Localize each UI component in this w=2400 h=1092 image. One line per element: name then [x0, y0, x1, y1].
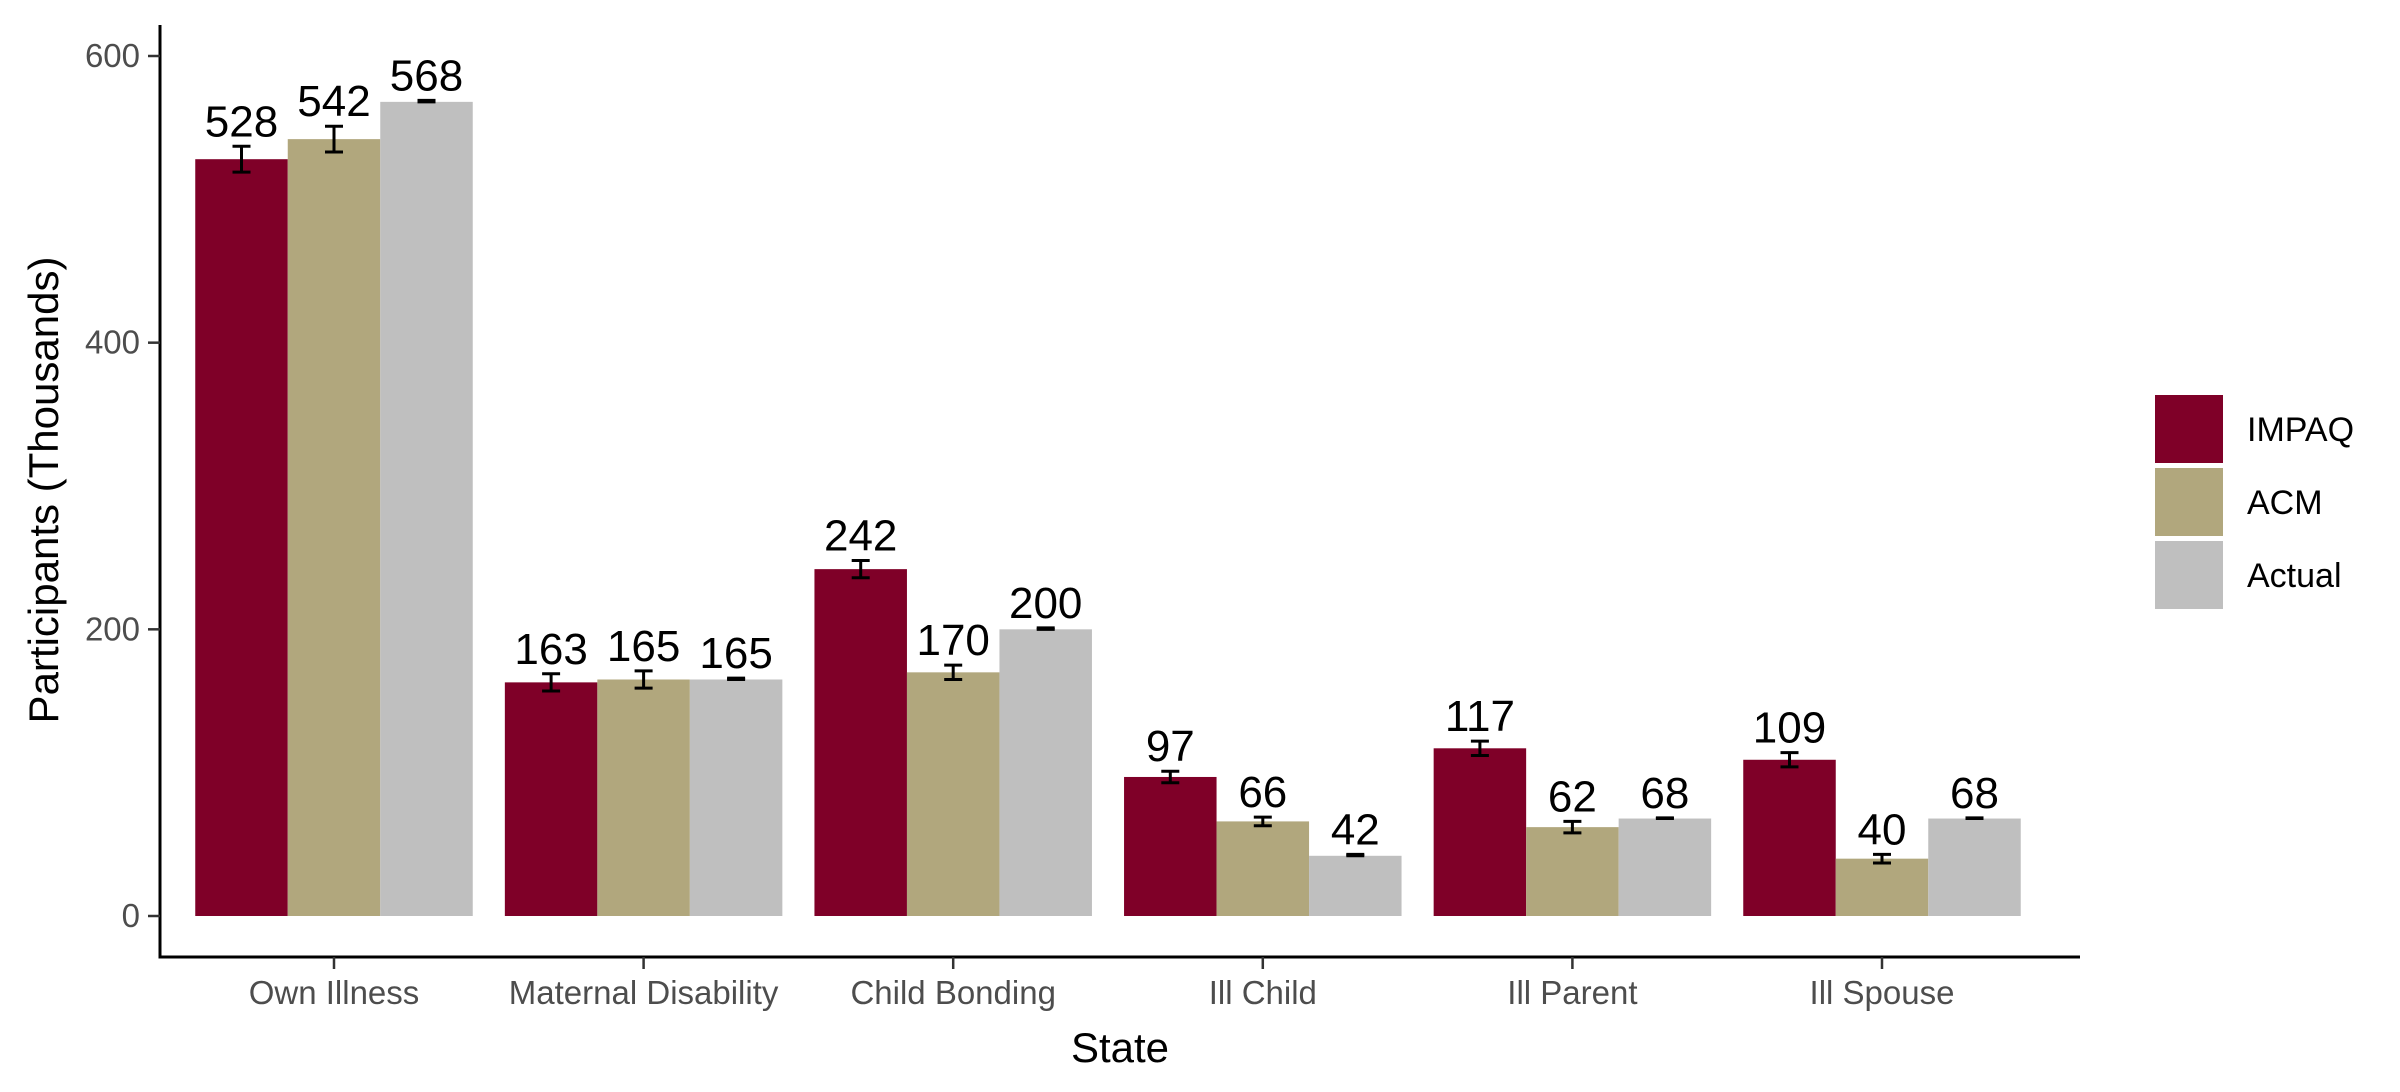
x-tick-label: Child Bonding — [850, 974, 1055, 1011]
bar-impaq — [1743, 759, 1836, 916]
data-label: 528 — [205, 97, 278, 146]
bar-actual — [1928, 818, 2021, 916]
x-ticks: Own Illness Maternal Disability Child Bond… — [249, 957, 1955, 1011]
x-tick-label: Own Illness — [249, 974, 420, 1011]
x-tick-label: Ill Child — [1209, 974, 1317, 1011]
x-tick-label: Ill Parent — [1507, 974, 1637, 1011]
bar-acm — [1835, 858, 1929, 916]
data-label: 568 — [390, 51, 463, 100]
data-label: 66 — [1238, 768, 1287, 817]
bar-acm — [1216, 821, 1310, 916]
errorbars-layer — [232, 98, 1984, 865]
bar-acm — [597, 679, 690, 916]
bar-impaq — [814, 569, 907, 916]
y-tick-label: 200 — [85, 610, 140, 647]
legend-key-acm — [2155, 468, 2223, 536]
data-label: 68 — [1950, 769, 1999, 818]
data-label: 165 — [607, 622, 680, 671]
bar-impaq — [1124, 776, 1217, 916]
data-label: 165 — [699, 629, 772, 678]
bar-actual — [999, 629, 1092, 916]
data-label: 542 — [297, 77, 370, 126]
data-label: 68 — [1640, 769, 1689, 818]
y-tick-label: 400 — [85, 324, 140, 361]
bar-actual — [689, 679, 783, 916]
bar-actual — [380, 101, 473, 916]
y-tick-label: 0 — [122, 897, 140, 934]
legend-key-impaq — [2155, 395, 2223, 463]
legend-label: IMPAQ — [2247, 411, 2354, 449]
legend-label: ACM — [2247, 484, 2323, 522]
data-label: 163 — [514, 625, 587, 674]
data-label: 242 — [824, 512, 897, 561]
data-label: 97 — [1146, 722, 1195, 771]
data-label: 42 — [1331, 805, 1380, 854]
x-tick-label: Maternal Disability — [509, 974, 779, 1011]
x-tick-label: Ill Spouse — [1810, 974, 1955, 1011]
legend: IMPAQ ACM Actual — [2155, 395, 2354, 609]
bar-acm — [287, 139, 381, 917]
bar-impaq — [504, 682, 598, 916]
data-label: 170 — [916, 616, 989, 665]
bar-actual — [1618, 818, 1712, 916]
legend-key-actual — [2155, 541, 2223, 609]
bar-acm — [906, 672, 1000, 916]
bar-actual — [1309, 855, 1402, 916]
data-label: 117 — [1445, 692, 1515, 741]
data-label: 40 — [1858, 805, 1907, 854]
y-axis-title: Participants (Thousands) — [20, 257, 67, 724]
data-label: 109 — [1753, 704, 1826, 753]
axes-layer — [158, 25, 2080, 959]
y-tick-label: 600 — [85, 37, 140, 74]
data-labels-layer: 528 542 568 163 165 165 242 170 200 97 66 42 117 62 68… — [205, 51, 1999, 854]
bar-acm — [1526, 827, 1619, 916]
bar-impaq — [195, 159, 288, 916]
data-label: 200 — [1009, 579, 1082, 628]
x-axis-title: State — [1071, 1024, 1169, 1071]
legend-label: Actual — [2247, 557, 2342, 595]
y-ticks: 0 200 400 600 — [85, 37, 160, 934]
bars-layer — [195, 101, 2021, 917]
bar-impaq — [1433, 748, 1527, 916]
data-label: 62 — [1548, 772, 1597, 821]
